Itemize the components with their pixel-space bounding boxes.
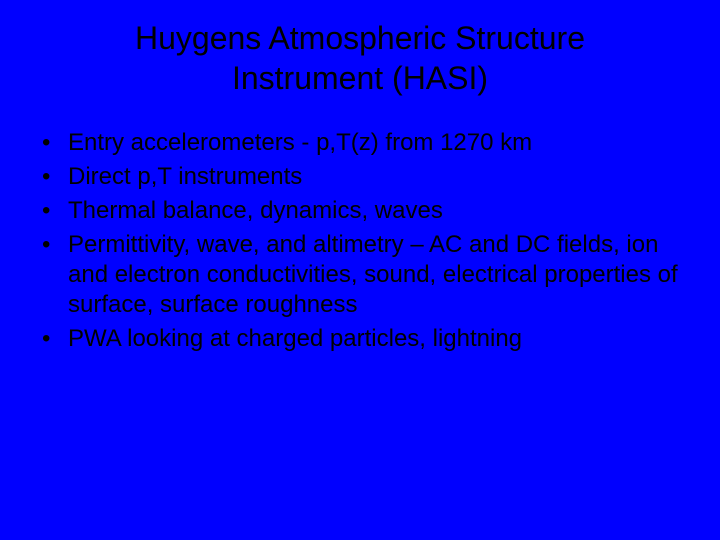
slide: Huygens Atmospheric Structure Instrument… bbox=[0, 0, 720, 540]
list-item: • Direct p,T instruments bbox=[40, 162, 690, 192]
list-item: • Thermal balance, dynamics, waves bbox=[40, 196, 690, 226]
title-line-1: Huygens Atmospheric Structure bbox=[135, 20, 585, 56]
bullet-icon: • bbox=[40, 196, 68, 226]
bullet-text: Thermal balance, dynamics, waves bbox=[68, 196, 690, 226]
list-item: • PWA looking at charged particles, ligh… bbox=[40, 324, 690, 354]
slide-title: Huygens Atmospheric Structure Instrument… bbox=[30, 18, 690, 98]
list-item: • Entry accelerometers - p,T(z) from 127… bbox=[40, 128, 690, 158]
bullet-text: PWA looking at charged particles, lightn… bbox=[68, 324, 690, 354]
list-item: • Permittivity, wave, and altimetry – AC… bbox=[40, 230, 690, 320]
bullet-text: Permittivity, wave, and altimetry – AC a… bbox=[68, 230, 690, 320]
bullet-list: • Entry accelerometers - p,T(z) from 127… bbox=[30, 128, 690, 354]
bullet-icon: • bbox=[40, 230, 68, 260]
bullet-icon: • bbox=[40, 128, 68, 158]
bullet-icon: • bbox=[40, 162, 68, 192]
bullet-text: Direct p,T instruments bbox=[68, 162, 690, 192]
title-line-2: Instrument (HASI) bbox=[232, 60, 488, 96]
bullet-text: Entry accelerometers - p,T(z) from 1270 … bbox=[68, 128, 690, 158]
bullet-icon: • bbox=[40, 324, 68, 354]
